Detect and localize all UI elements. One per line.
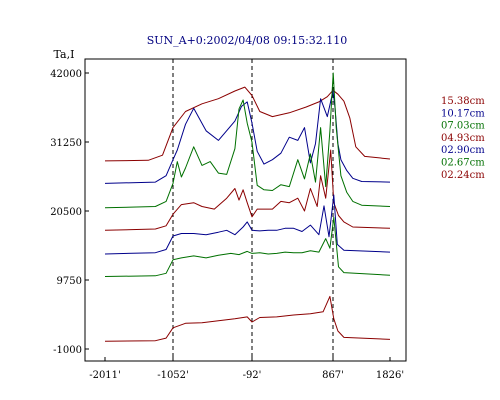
legend-entry-04.93cm: 04.93cm <box>441 133 485 144</box>
chart-title: SUN_A+0:2002/04/08 09:15:32.110 <box>147 34 348 47</box>
x-tick-label-4: 1826' <box>376 370 404 381</box>
legend-entry-02.90cm: 02.90cm <box>441 145 485 156</box>
legend-entry-15.38cm: 15.38cm <box>441 96 485 107</box>
legend-entry-02.24cm: 02.24cm <box>441 170 485 181</box>
series-line-02.24cm <box>104 295 391 342</box>
legend-entry-07.03cm: 07.03cm <box>441 121 485 132</box>
y-tick-label-3: 31250 <box>50 138 82 149</box>
y-axis: -1000 9750 20500 31250 42000 <box>50 69 89 356</box>
x-tick-label-1: -1052' <box>157 370 189 381</box>
plot-frame <box>84 58 407 362</box>
y-tick-label-1: 9750 <box>57 276 82 287</box>
series-line-04.93cm <box>104 149 391 231</box>
series-line-07.03cm <box>104 72 391 209</box>
legend-entry-10.17cm: 10.17cm <box>441 108 485 119</box>
x-axis: -2011' -1052' -92' 867' 1826' <box>89 357 404 381</box>
series-lines <box>104 72 391 342</box>
series-line-02.90cm <box>104 194 391 255</box>
y-tick-label-4: 42000 <box>50 69 82 80</box>
series-line-15.38cm <box>104 86 391 162</box>
x-tick-label-0: -2011' <box>89 370 121 381</box>
series-line-02.67cm <box>104 216 391 277</box>
legend-entry-02.67cm: 02.67cm <box>441 158 485 169</box>
x-tick-label-2: -92' <box>243 370 262 381</box>
marker-lines <box>172 59 334 361</box>
y-tick-label-2: 20500 <box>50 207 82 218</box>
y-axis-label: Ta,I <box>54 48 75 61</box>
y-tick-label-0: -1000 <box>53 345 82 356</box>
x-tick-label-3: 867' <box>322 370 344 381</box>
